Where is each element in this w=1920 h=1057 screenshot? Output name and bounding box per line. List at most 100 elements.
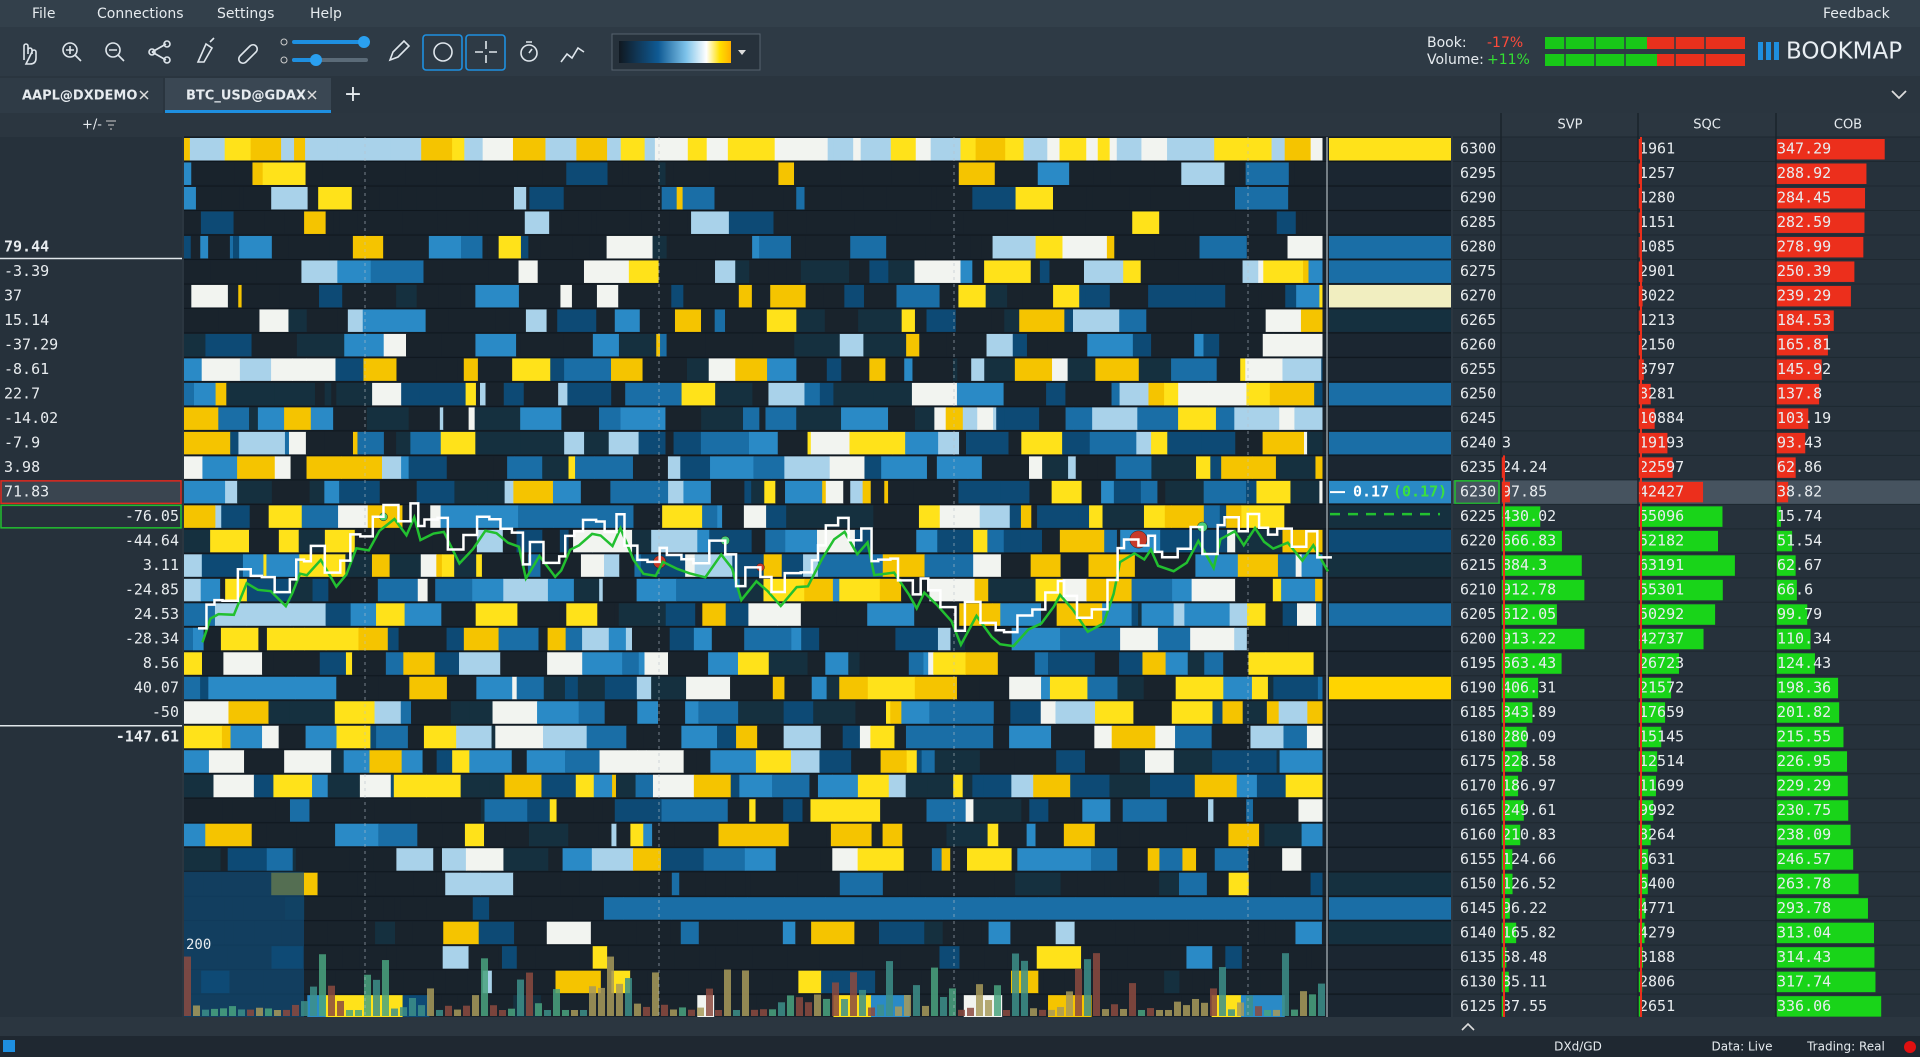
heat-cell: [205, 333, 253, 357]
heat-cell: [638, 431, 666, 455]
heat-cell: [671, 872, 680, 896]
sqc-bar: [1638, 530, 1719, 552]
tab-aapl-label[interactable]: AAPL@DXDEMO: [22, 89, 137, 104]
heat-cell: [572, 897, 605, 920]
broom-tool[interactable]: [196, 37, 215, 63]
volume-value: +11%: [1487, 52, 1530, 68]
tab-btc-label[interactable]: BTC_USD@GDAX: [186, 89, 306, 104]
cob-value: 62.86: [1777, 458, 1822, 476]
crosshair-frame[interactable]: [465, 34, 506, 71]
heat-cell: [184, 676, 201, 700]
heat-cell: [1014, 358, 1053, 381]
heat-cell: [319, 652, 347, 675]
heat-cell: [844, 284, 865, 308]
heat-cell: [593, 774, 613, 798]
heat-cell: [248, 529, 280, 553]
menu-file[interactable]: File: [32, 6, 55, 22]
heat-cell: [635, 774, 654, 798]
price-label: 6160: [1460, 825, 1496, 843]
heat-cell: [397, 186, 403, 210]
heat-cell: [474, 407, 521, 430]
tab-btc[interactable]: [165, 78, 331, 113]
heat-cell: [683, 284, 731, 308]
tab-close[interactable]: [307, 90, 317, 100]
heat-cell: [620, 138, 646, 161]
heat-cell: [767, 358, 797, 381]
heat-cell: [955, 309, 993, 332]
heat-cell: [436, 872, 446, 896]
heat-cell: [363, 358, 397, 381]
contrast-knob[interactable]: [310, 54, 322, 66]
menu-connections[interactable]: Connections: [97, 6, 184, 22]
heat-cell: [222, 799, 234, 822]
heat-cell: [306, 358, 336, 381]
heat-cell: [1015, 897, 1039, 920]
heat-cell: [989, 358, 1016, 381]
timer-tool[interactable]: [520, 44, 538, 62]
last-trade-total: (0.17): [1393, 483, 1447, 501]
pan-tool[interactable]: [23, 43, 37, 65]
zoom-out[interactable]: [105, 42, 121, 58]
cob-value: 62.67: [1777, 556, 1822, 574]
heat-cell: [1094, 652, 1120, 675]
heat-cell: [971, 358, 985, 381]
heat-cell: [661, 799, 686, 822]
heat-cell: [383, 897, 396, 920]
menu-settings[interactable]: Settings: [217, 6, 274, 22]
heat-cell: [1189, 186, 1236, 210]
indicator-tool[interactable]: [560, 46, 585, 63]
heat-cell: [1022, 284, 1054, 308]
menu-help[interactable]: Help: [310, 6, 342, 22]
filter-icon[interactable]: [106, 120, 116, 130]
heat-cell: [243, 186, 272, 210]
sqc-value: 2651: [1639, 997, 1675, 1015]
tab-aapl[interactable]: [0, 78, 163, 113]
heat-cell: [687, 138, 708, 161]
volume-bar: [1219, 967, 1226, 1016]
heat-cell: [1049, 260, 1085, 283]
heat-cell: [738, 284, 753, 308]
chat-tool-frame[interactable]: [422, 34, 463, 71]
cob-value: 347.29: [1777, 140, 1831, 158]
heat-cell: [999, 333, 1014, 357]
heat-cell: [750, 872, 799, 896]
heat-cell: [257, 407, 285, 430]
zoom-in[interactable]: [62, 42, 78, 58]
heat-cell: [914, 676, 958, 700]
heat-cell: [1245, 358, 1283, 381]
heat-cell: [469, 211, 478, 234]
heat-cell: [541, 774, 577, 798]
heat-cell: [469, 750, 513, 773]
cob-bar: [1776, 506, 1781, 527]
tab-close[interactable]: [139, 90, 149, 100]
heat-cell: [537, 260, 585, 283]
heat-cell: [981, 235, 994, 259]
heat-cell: [728, 211, 774, 234]
heat-cell: [301, 260, 338, 283]
scroll-up[interactable]: [1461, 1022, 1475, 1031]
brightness-knob[interactable]: [358, 36, 370, 48]
heat-cell: [296, 823, 336, 847]
heat-cell: [1085, 284, 1111, 308]
pencil-tool[interactable]: [388, 39, 411, 62]
feedback[interactable]: Feedback: [1823, 6, 1891, 22]
left-value: -24.85: [125, 581, 179, 599]
book-value: -17%: [1487, 35, 1523, 51]
heat-cell: [671, 897, 709, 920]
heat-cell: [1015, 872, 1062, 896]
link-tool[interactable]: [237, 43, 259, 65]
heat-cell: [1109, 774, 1151, 798]
heat-cell: [1248, 872, 1271, 896]
heat-cell: [751, 284, 771, 308]
heat-cell: [674, 823, 716, 847]
new-tab[interactable]: +: [344, 82, 362, 107]
volume-bar: [607, 956, 614, 1016]
status-icon[interactable]: [3, 1040, 15, 1052]
heat-cell: [190, 235, 201, 259]
collapse-button[interactable]: [1891, 90, 1907, 100]
heat-cell: [667, 456, 681, 479]
heat-cell: [271, 358, 293, 381]
heat-cell: [1077, 872, 1105, 896]
brightness-slider[interactable]: [292, 40, 368, 44]
heat-cell: [371, 554, 391, 577]
